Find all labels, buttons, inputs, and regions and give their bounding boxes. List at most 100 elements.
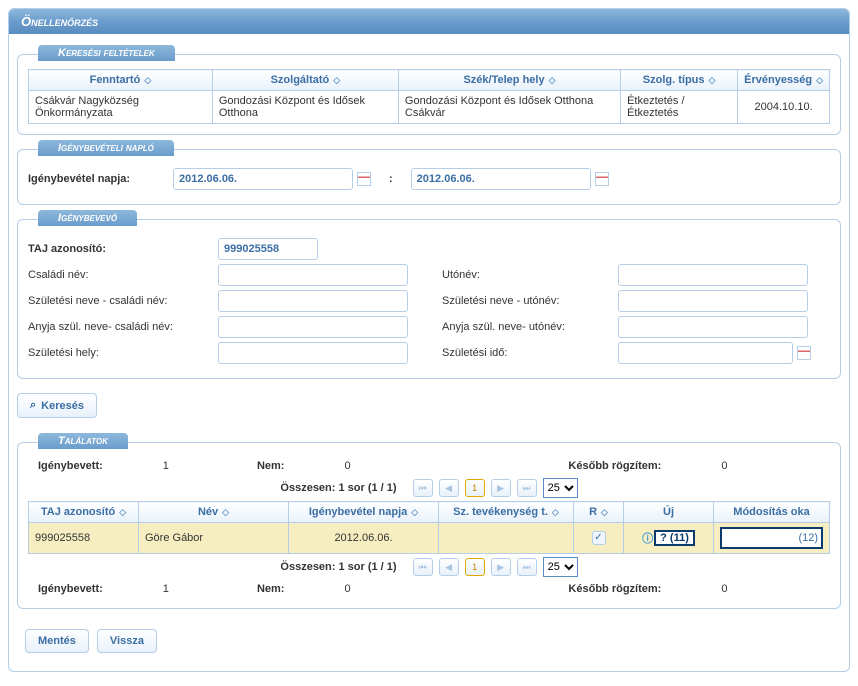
col-mod[interactable]: Módosítás oka (714, 502, 830, 523)
cell-ervenyesseg: 2004.10.10. (738, 91, 830, 124)
sort-icon: ◇ (816, 75, 823, 85)
col-napja[interactable]: Igénybevétel napja◇ (289, 502, 439, 523)
pagesize-select[interactable]: 25 (543, 478, 578, 498)
uj-action-button[interactable]: ? (11) (654, 530, 695, 546)
igenybevett-label: Igénybevett: (38, 460, 103, 472)
calendar-icon[interactable] (797, 346, 811, 360)
nem-value: 0 (344, 583, 350, 595)
pager-next-button[interactable]: ▶ (491, 479, 511, 497)
kesobb-label: Később rögzítem: (568, 583, 661, 595)
cell-nev: Göre Gábor (139, 523, 289, 554)
col-fenntarto[interactable]: Fenntartó◇ (29, 70, 213, 91)
summary-top: Igénybevett: 1 Nem: 0 Később rögzítem: 0 (28, 457, 830, 475)
kesobb-value: 0 (721, 583, 727, 595)
table-row[interactable]: 999025558 Göre Gábor 2012.06.06. ✓ ⓘ ? (… (29, 523, 830, 554)
check-icon: ✓ (592, 531, 606, 545)
page-title: Önellenőrzés (9, 9, 849, 34)
naplo-section: Igénybevételi napló Igénybevétel napja: … (17, 149, 841, 205)
criteria-table: Fenntartó◇ Szolgáltató◇ Szék/Telep hely◇… (28, 69, 830, 124)
col-taj[interactable]: TAJ azonosító◇ (29, 502, 139, 523)
pager-first-button[interactable]: ⏮ (413, 558, 433, 576)
cell-tev (439, 523, 574, 554)
sort-icon: ◇ (222, 507, 229, 517)
info-icon[interactable]: ⓘ (642, 530, 653, 546)
cell-szolgaltato: Gondozási Központ és Idősek Otthona (212, 91, 398, 124)
col-szolgtipus[interactable]: Szolg. típus◇ (621, 70, 738, 91)
szcsaladi-label: Születési neve - családi név: (28, 295, 218, 307)
pagesize-select[interactable]: 25 (543, 557, 578, 577)
results-table: TAJ azonosító◇ Név◇ Igénybevétel napja◇ … (28, 501, 830, 554)
pager-last-button[interactable]: ⏭ (517, 558, 537, 576)
date-from-input[interactable] (173, 168, 353, 190)
pager-last-button[interactable]: ⏭ (517, 479, 537, 497)
pager-next-button[interactable]: ▶ (491, 558, 511, 576)
szhely-input[interactable] (218, 342, 408, 364)
save-button[interactable]: Mentés (25, 629, 89, 653)
cell-fenntarto: Csákvár Nagyközség Önkormányzata (29, 91, 213, 124)
pager-summary: Összesen: 1 sor (1 / 1) (280, 482, 396, 494)
pager-bottom: Összesen: 1 sor (1 / 1) ⏮ ◀ 1 ▶ ⏭ 25 (28, 554, 830, 580)
cell-mod (714, 523, 830, 554)
search-icon: ⌕ (30, 399, 36, 412)
cell-szolgtipus: Étkeztetés / Étkeztetés (621, 91, 738, 124)
szcsaladi-input[interactable] (218, 290, 408, 312)
pager-prev-button[interactable]: ◀ (439, 479, 459, 497)
back-button[interactable]: Vissza (97, 629, 157, 653)
szuto-input[interactable] (618, 290, 808, 312)
sort-icon: ◇ (709, 75, 716, 85)
col-tev[interactable]: Sz. tevékenység t.◇ (439, 502, 574, 523)
footer-buttons: Mentés Vissza (17, 623, 841, 661)
igenybevett-value: 1 (163, 583, 169, 595)
igenybevett-label: Igénybevett: (38, 583, 103, 595)
szido-input[interactable] (618, 342, 793, 364)
pager-prev-button[interactable]: ◀ (439, 558, 459, 576)
sort-icon: ◇ (144, 75, 151, 85)
cell-taj: 999025558 (29, 523, 139, 554)
table-row[interactable]: Csákvár Nagyközség Önkormányzata Gondozá… (29, 91, 830, 124)
kesobb-value: 0 (721, 460, 727, 472)
summary-bottom: Igénybevett:1 Nem:0 Később rögzítem:0 (28, 580, 830, 598)
pager-first-button[interactable]: ⏮ (413, 479, 433, 497)
uto-input[interactable] (618, 264, 808, 286)
date-to-input[interactable] (411, 168, 591, 190)
col-nev[interactable]: Név◇ (139, 502, 289, 523)
pager-page-button[interactable]: 1 (465, 558, 485, 576)
col-ervenyesseg[interactable]: Érvényesség◇ (738, 70, 830, 91)
search-button[interactable]: ⌕ Keresés (17, 393, 97, 418)
kesobb-label: Később rögzítem: (568, 460, 661, 472)
nem-value: 0 (344, 460, 350, 472)
mod-reason-input[interactable] (720, 527, 823, 549)
csaladi-label: Családi név: (28, 269, 218, 281)
taj-label: TAJ azonosító: (28, 243, 218, 255)
sort-icon: ◇ (549, 75, 556, 85)
col-szolgaltato[interactable]: Szolgáltató◇ (212, 70, 398, 91)
cell-r: ✓ (574, 523, 624, 554)
szido-label: Születési idő: (428, 347, 618, 359)
anyacsaladi-input[interactable] (218, 316, 408, 338)
anyacsaladi-label: Anyja szül. neve- családi név: (28, 321, 218, 333)
results-section: Találatok Igénybevett:1 Nem:0 Később rög… (17, 442, 841, 609)
col-szekhely[interactable]: Szék/Telep hely◇ (398, 70, 620, 91)
nem-label: Nem: (257, 460, 285, 472)
sort-icon: ◇ (119, 507, 126, 517)
calendar-icon[interactable] (595, 172, 609, 186)
col-r[interactable]: R◇ (574, 502, 624, 523)
search-criteria-section: Keresési feltételek Fenntartó◇ Szolgálta… (17, 54, 841, 135)
igenybevett-value: 1 (163, 460, 169, 472)
pager-top: Összesen: 1 sor (1 / 1) ⏮ ◀ 1 ▶ ⏭ 25 (28, 475, 830, 501)
sort-icon: ◇ (333, 75, 340, 85)
pager-page-button[interactable]: 1 (465, 479, 485, 497)
sort-icon: ◇ (601, 507, 608, 517)
pager-summary: Összesen: 1 sor (1 / 1) (280, 561, 396, 573)
uto-label: Utónév: (428, 269, 618, 281)
igenybevevo-legend: Igénybevevő (38, 210, 137, 226)
col-uj[interactable]: Új (624, 502, 714, 523)
taj-input[interactable] (218, 238, 318, 260)
calendar-icon[interactable] (357, 172, 371, 186)
naplo-date-label: Igénybevétel napja: (28, 173, 173, 185)
search-criteria-legend: Keresési feltételek (38, 45, 175, 61)
anyauto-input[interactable] (618, 316, 808, 338)
main-panel: Önellenőrzés Keresési feltételek Fenntar… (8, 8, 850, 672)
csaladi-input[interactable] (218, 264, 408, 286)
szuto-label: Születési neve - utónév: (428, 295, 618, 307)
